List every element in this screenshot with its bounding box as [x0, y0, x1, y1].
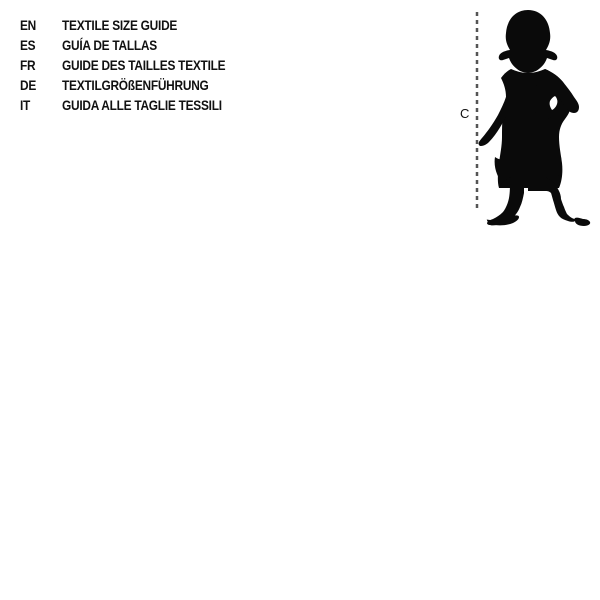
svg-text:C: C — [460, 106, 469, 121]
